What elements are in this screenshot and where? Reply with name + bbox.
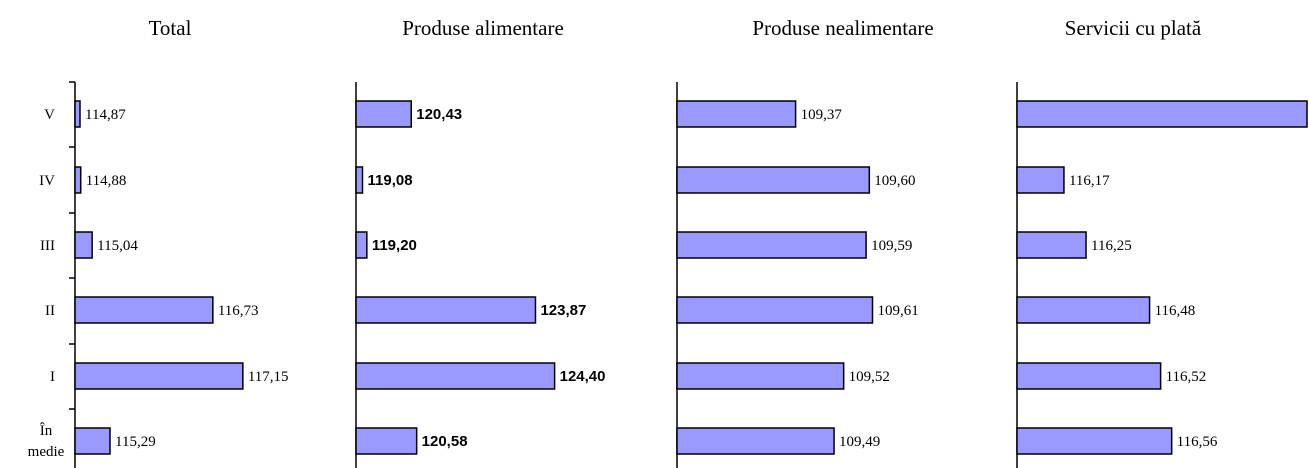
- bar: [74, 362, 244, 390]
- chart-title-servicii-cu-plata: Servicii cu plată: [1065, 16, 1202, 40]
- bar: [676, 166, 871, 194]
- data-label: 109,61: [878, 303, 919, 319]
- bar: [355, 231, 368, 259]
- bar: [676, 296, 874, 324]
- data-label: 109,59: [871, 238, 912, 254]
- data-label: 114,88: [86, 173, 127, 189]
- category-label: În: [40, 422, 53, 439]
- bar: [676, 231, 867, 259]
- data-label: 117,15: [248, 369, 289, 385]
- bar: [74, 231, 93, 259]
- bar: [676, 427, 835, 455]
- data-label: 109,52: [849, 369, 890, 385]
- data-label: 116,73: [218, 303, 259, 319]
- data-label: 123,87: [540, 302, 586, 319]
- category-label: medie: [28, 444, 65, 460]
- bar: [355, 362, 556, 390]
- data-label: 116,25: [1091, 238, 1132, 254]
- data-label: 120,43: [416, 106, 462, 123]
- category-label: III: [40, 238, 55, 254]
- bar: [1016, 427, 1173, 455]
- bar: [74, 296, 214, 324]
- panel-produse-nealimentare: Produse nealimentare 109,37 109,60 109,59 1…: [676, 16, 934, 468]
- data-label: 115,04: [97, 238, 138, 254]
- data-label: 109,60: [874, 173, 915, 189]
- bar: [355, 296, 537, 324]
- bar: [1016, 166, 1065, 194]
- bar: [1016, 362, 1162, 390]
- data-label: 116,56: [1177, 434, 1218, 450]
- bar: [1016, 100, 1308, 128]
- bar: [355, 427, 418, 455]
- bar: [1016, 296, 1151, 324]
- chart-title-produse-alimentare: Produse alimentare: [402, 16, 564, 40]
- bar: [355, 166, 364, 194]
- data-label: 124,40: [560, 368, 606, 385]
- data-label: 109,37: [801, 107, 843, 123]
- panel-produse-alimentare: Produse alimentare 120,43 119,08 119,20 123…: [355, 16, 606, 468]
- data-label: 116,52: [1166, 369, 1207, 385]
- bar: [676, 362, 845, 390]
- category-label: V: [44, 107, 55, 123]
- data-label: 119,20: [372, 237, 417, 254]
- bar: [1016, 231, 1087, 259]
- category-label: II: [45, 303, 55, 319]
- data-label: 119,08: [368, 172, 413, 189]
- panel-servicii-cu-plata: Servicii cu plată 117,05116,17116,25116,…: [1016, 16, 1308, 468]
- data-label: 114,87: [85, 107, 126, 123]
- bar: [676, 100, 797, 128]
- category-label: I: [50, 369, 55, 385]
- data-label: 116,17: [1069, 173, 1110, 189]
- bar: [74, 427, 111, 455]
- chart-title-total: Total: [149, 16, 192, 40]
- bar: [74, 100, 81, 128]
- data-label: 109,49: [839, 434, 880, 450]
- data-label: 115,29: [115, 434, 156, 450]
- data-label: 116,48: [1155, 303, 1196, 319]
- chart-title-produse-nealimentare: Produse nealimentare: [752, 16, 933, 40]
- panel-total: Total 114,87 114,88 115,04 116,73 117,15 115,…: [28, 16, 289, 468]
- bar: [355, 100, 412, 128]
- data-label: 120,58: [422, 433, 468, 450]
- bar: [74, 166, 82, 194]
- category-label: IV: [39, 173, 55, 189]
